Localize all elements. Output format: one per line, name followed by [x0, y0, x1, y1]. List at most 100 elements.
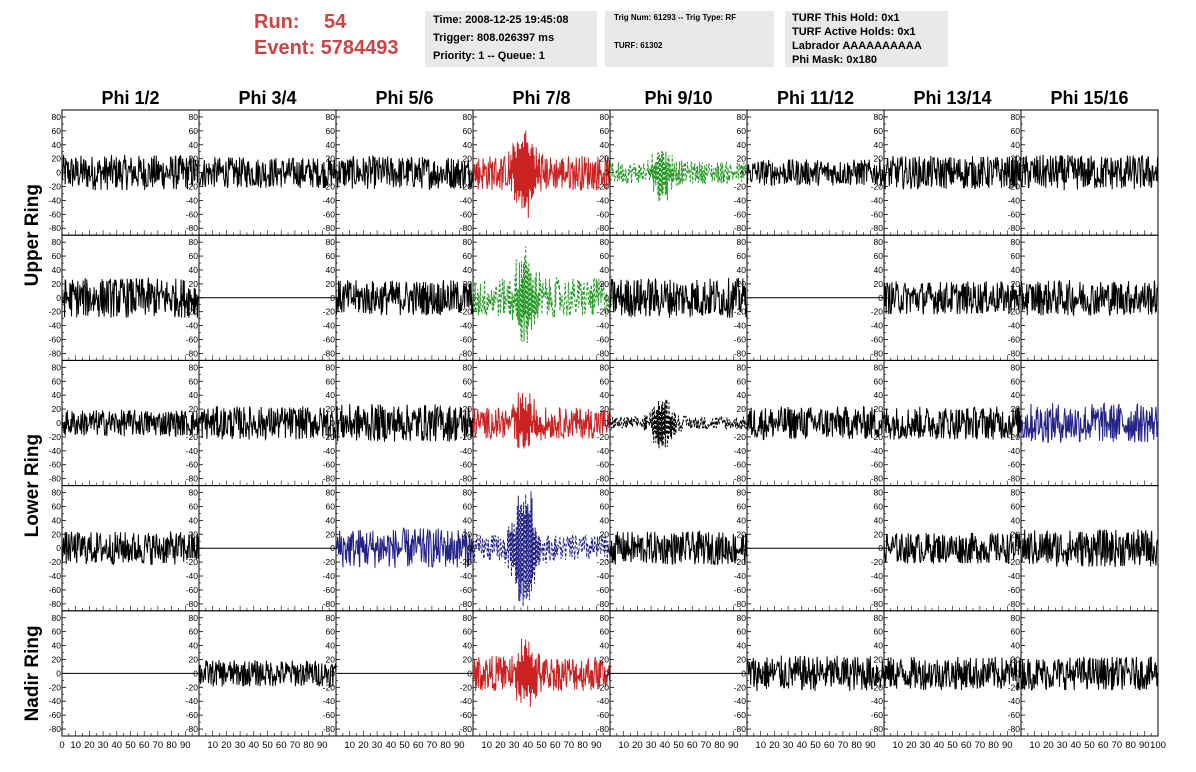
y-tick-label: 20 [737, 404, 747, 414]
y-tick-label: 80 [52, 237, 62, 247]
trig-num-text: Trig Num: 61293 -- Trig Type: RF [614, 13, 737, 22]
y-tick-label: -80 [186, 474, 199, 484]
y-tick-label: -80 [1008, 223, 1021, 233]
y-tick-label: -60 [597, 460, 610, 470]
y-tick-label: 0 [56, 168, 61, 178]
y-tick-label: -20 [323, 557, 336, 567]
x-tick-label: 80 [1125, 740, 1136, 751]
y-tick-label: 0 [604, 168, 609, 178]
y-tick-label: 20 [737, 654, 747, 664]
run-line: Run: 54 [254, 9, 399, 35]
x-tick-label: 70 [975, 740, 986, 751]
y-tick-label: 0 [1015, 168, 1020, 178]
y-tick-label: 40 [52, 265, 62, 275]
y-tick-label: 40 [189, 390, 199, 400]
x-tick-label: 30 [372, 740, 383, 751]
x-tick-label: 20 [358, 740, 369, 751]
x-tick-label: 60 [139, 740, 150, 751]
y-tick-label: -40 [597, 195, 610, 205]
y-tick-label: -20 [186, 182, 199, 192]
y-tick-label: 0 [878, 418, 883, 428]
y-tick-label: 0 [330, 168, 335, 178]
x-tick-label: 70 [1112, 740, 1123, 751]
waveform-trace [61, 277, 200, 318]
x-tick-label: 80 [577, 740, 588, 751]
y-tick-label: -40 [49, 696, 62, 706]
y-tick-label: 20 [600, 404, 610, 414]
y-tick-label: -80 [323, 223, 336, 233]
y-tick-label: 80 [463, 362, 473, 372]
y-tick-label: 60 [52, 501, 62, 511]
x-tick-label: 80 [166, 740, 177, 751]
y-tick-label: 40 [1011, 641, 1021, 651]
y-tick-label: 0 [330, 543, 335, 553]
y-tick-label: 20 [326, 154, 336, 164]
y-tick-label: -20 [871, 307, 884, 317]
waveform-trace [609, 151, 748, 202]
y-tick-label: -60 [49, 460, 62, 470]
y-tick-label: 80 [326, 362, 336, 372]
x-tick-label: 80 [851, 740, 862, 751]
y-tick-label: -60 [1008, 585, 1021, 595]
waveform-trace [883, 532, 1022, 564]
y-tick-label: -80 [460, 223, 473, 233]
x-tick-label: 40 [934, 740, 945, 751]
y-tick-label: -60 [871, 710, 884, 720]
waveform-trace [472, 130, 611, 219]
y-tick-label: -40 [49, 571, 62, 581]
y-tick-label: -40 [460, 446, 473, 456]
waveform-trace [61, 531, 200, 565]
y-tick-label: 60 [1011, 627, 1021, 637]
y-tick-label: -60 [597, 335, 610, 345]
y-tick-label: -20 [323, 307, 336, 317]
y-tick-label: -40 [323, 195, 336, 205]
y-tick-label: 80 [463, 613, 473, 623]
y-tick-label: -20 [1008, 307, 1021, 317]
y-tick-label: 20 [52, 279, 62, 289]
y-tick-label: -40 [597, 696, 610, 706]
column-header: Phi 9/10 [644, 88, 712, 108]
y-tick-label: -80 [734, 223, 747, 233]
y-tick-label: 40 [874, 390, 884, 400]
y-tick-label: 0 [604, 293, 609, 303]
y-tick-label: -40 [186, 195, 199, 205]
y-tick-label: -80 [1008, 474, 1021, 484]
y-tick-label: 0 [56, 668, 61, 678]
y-tick-label: 20 [874, 279, 884, 289]
waveform-trace [609, 399, 748, 449]
x-tick-label: 40 [660, 740, 671, 751]
y-tick-label: 20 [737, 279, 747, 289]
y-tick-label: 40 [463, 265, 473, 275]
x-tick-label: 60 [413, 740, 424, 751]
y-tick-label: 0 [878, 293, 883, 303]
y-tick-label: 40 [326, 515, 336, 525]
x-tick-label: 60 [550, 740, 561, 751]
turf-info-box: TURF This Hold: 0x1 TURF Active Holds: 0… [785, 11, 948, 67]
y-tick-label: -60 [186, 585, 199, 595]
y-tick-label: 60 [189, 376, 199, 386]
y-tick-label: -20 [734, 307, 747, 317]
y-tick-label: 20 [1011, 154, 1021, 164]
y-tick-label: 80 [600, 112, 610, 122]
y-tick-label: -60 [1008, 710, 1021, 720]
y-tick-label: 60 [1011, 126, 1021, 136]
y-tick-label: 0 [330, 418, 335, 428]
y-tick-label: -40 [871, 195, 884, 205]
y-tick-label: -80 [49, 474, 62, 484]
y-tick-label: 0 [878, 668, 883, 678]
y-tick-label: 80 [874, 613, 884, 623]
x-tick-label: 40 [523, 740, 534, 751]
y-tick-label: 40 [600, 265, 610, 275]
y-tick-label: 80 [600, 488, 610, 498]
y-tick-label: -60 [323, 710, 336, 720]
y-tick-label: 80 [1011, 488, 1021, 498]
y-tick-label: -60 [49, 585, 62, 595]
x-tick-label: 70 [290, 740, 301, 751]
event-value: 5784493 [320, 37, 399, 59]
y-tick-label: -40 [1008, 321, 1021, 331]
y-tick-label: -80 [734, 348, 747, 358]
x-tick-label: 10 [892, 740, 903, 751]
y-tick-label: 20 [1011, 404, 1021, 414]
y-tick-label: -40 [734, 446, 747, 456]
y-tick-label: 0 [193, 543, 198, 553]
